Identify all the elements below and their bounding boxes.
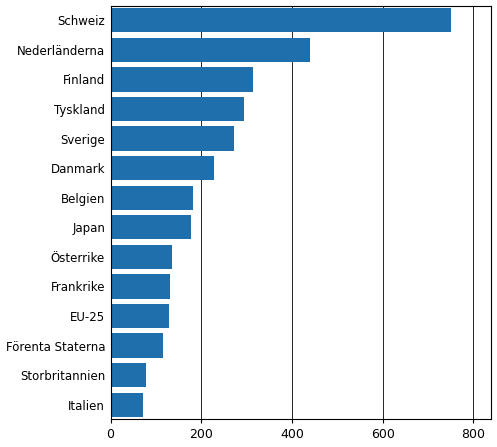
Bar [111, 333, 163, 358]
Bar [111, 392, 143, 417]
Bar [111, 97, 245, 121]
Bar [111, 156, 214, 180]
Bar [111, 38, 310, 62]
Bar [111, 245, 172, 269]
Bar [111, 304, 168, 328]
Bar [111, 8, 451, 33]
Bar [111, 274, 169, 299]
Bar [111, 215, 191, 240]
Bar [111, 127, 234, 151]
Bar [111, 67, 253, 92]
Bar [111, 186, 193, 210]
Bar [111, 363, 146, 387]
